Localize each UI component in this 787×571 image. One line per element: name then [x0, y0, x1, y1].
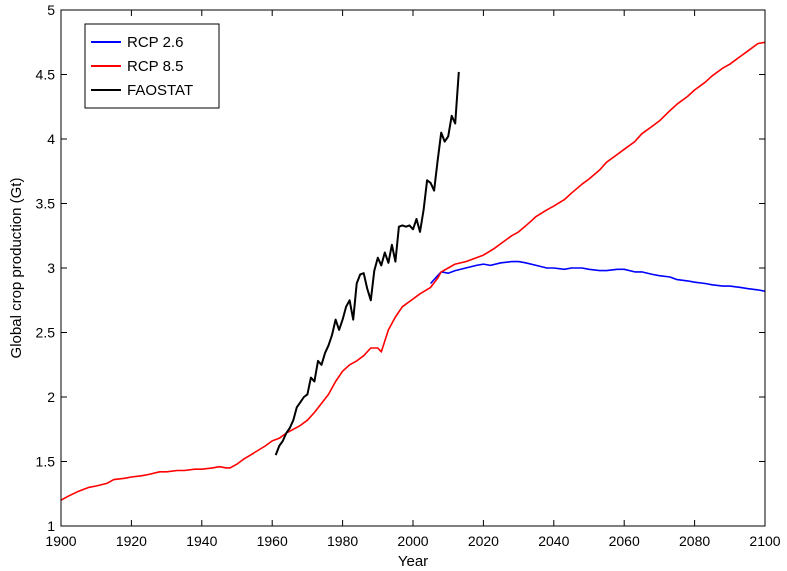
series-line-faostat: [274, 71, 460, 456]
x-tick-label: 1960: [257, 533, 288, 549]
x-tick-label: 1920: [116, 533, 147, 549]
y-tick-label: 3: [47, 260, 55, 276]
x-tick-label: 2020: [468, 533, 499, 549]
y-tick-label: 1.5: [36, 454, 56, 470]
legend-entry: FAOSTAT: [127, 82, 193, 99]
x-axis: 1900 1920 1940 1960 1980 2000 2020 2040 2060 2080…: [45, 10, 781, 549]
x-tick-label: 2080: [679, 533, 710, 549]
y-tick-label: 5: [47, 2, 55, 18]
x-tick-label: 1900: [45, 533, 76, 549]
x-tick-label: 2060: [609, 533, 640, 549]
legend-entry: RCP 8.5: [127, 58, 183, 75]
y-axis: 1 1.5 2 2.5 3 3.5 4 4.5 5: [36, 2, 765, 534]
series-line-rcp-8-5: [60, 41, 766, 501]
x-tick-label: 2000: [397, 533, 428, 549]
y-tick-label: 3.5: [36, 196, 56, 212]
series-line-rcp-2-6: [430, 260, 766, 292]
y-tick-label: 4.5: [36, 67, 56, 83]
x-tick-label: 1980: [327, 533, 358, 549]
y-tick-label: 2: [47, 389, 55, 405]
x-tick-label: 2040: [538, 533, 569, 549]
y-tick-label: 4: [47, 131, 55, 147]
x-tick-label: 1940: [186, 533, 217, 549]
y-axis-label: Global crop production (Gt): [8, 178, 25, 359]
x-axis-label: Year: [398, 553, 428, 570]
y-tick-label: 1: [47, 518, 55, 534]
series-layer: [60, 41, 766, 501]
y-tick-label: 2.5: [36, 325, 56, 341]
x-tick-label: 2100: [749, 533, 780, 549]
legend-entry: RCP 2.6: [127, 34, 183, 51]
legend: RCP 2.6 RCP 8.5 FAOSTAT: [84, 23, 220, 109]
